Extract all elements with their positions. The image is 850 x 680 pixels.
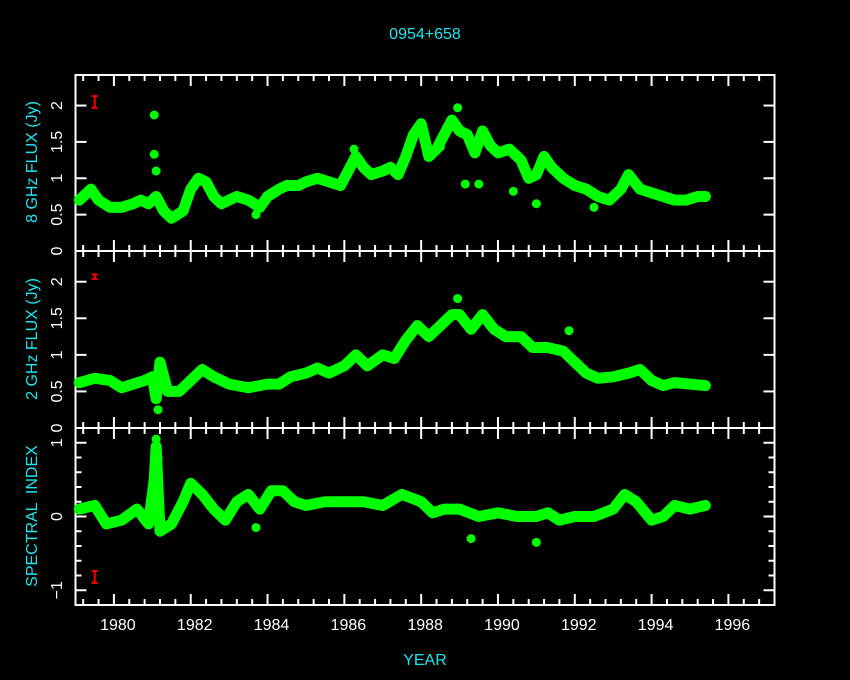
y-tick-label: −1 [49, 581, 66, 599]
error-bar [91, 95, 98, 109]
x-tick-label: 1980 [100, 617, 136, 634]
panel-2: −1 0 1 1980 1982 1984 1986 1988 1990 1992 1994 1996 [49, 427, 776, 634]
data-point [589, 202, 599, 212]
x-tick-label: 1986 [331, 617, 367, 634]
data-point [151, 166, 161, 176]
data-point [466, 534, 476, 544]
data-point [531, 199, 541, 209]
data-band [73, 440, 711, 537]
error-bar [91, 273, 98, 280]
data-band [73, 309, 711, 405]
error-bar [91, 570, 98, 584]
data-point [453, 294, 463, 304]
data-point [149, 149, 159, 159]
x-tick-label: 1984 [254, 617, 290, 634]
x-tick-label: 1990 [484, 617, 520, 634]
y-axis-label-8ghz: 8 GHz FLUX (Jy) [24, 101, 41, 223]
x-tick-label: 1982 [177, 617, 213, 634]
data-point [151, 434, 161, 444]
chart-title: 0954+658 [389, 26, 461, 43]
y-tick-label: 0 [49, 423, 66, 432]
x-tick-label: 1994 [638, 617, 674, 634]
data-point [149, 110, 159, 120]
y-tick-label: 1.5 [49, 307, 66, 329]
x-tick-label: 1996 [715, 617, 751, 634]
data-point [153, 405, 163, 415]
data-point [460, 179, 470, 189]
y-tick-label: 1.5 [49, 131, 66, 153]
data-point [508, 186, 518, 196]
panel-1: 0 0.5 1 1.5 2 [49, 250, 776, 432]
y-axis-label-2ghz: 2 GHz FLUX (Jy) [24, 278, 41, 400]
data-point [474, 179, 484, 189]
x-axis-label: YEAR [403, 652, 447, 669]
data-point [564, 326, 574, 336]
y-tick-label: 2 [49, 101, 66, 110]
x-tick-label: 1992 [561, 617, 597, 634]
plot-frame [74, 74, 776, 252]
data-point [453, 103, 463, 113]
y-tick-label: 1 [49, 438, 66, 447]
y-tick-label: 0.5 [49, 380, 66, 402]
y-tick-label: 0.5 [49, 203, 66, 225]
panel-0: 0 0.5 1 1.5 2 [49, 74, 776, 255]
y-tick-label: 1 [49, 174, 66, 183]
y-tick-label: 1 [49, 350, 66, 359]
y-tick-label: 2 [49, 277, 66, 286]
data-point [251, 523, 261, 533]
y-axis-label-spectral-index: SPECTRAL INDEX [24, 445, 41, 587]
data-band [73, 114, 711, 224]
data-point [531, 537, 541, 547]
x-tick-label: 1988 [407, 617, 443, 634]
y-tick-label: 0 [49, 246, 66, 255]
y-tick-label: 0 [49, 512, 66, 521]
